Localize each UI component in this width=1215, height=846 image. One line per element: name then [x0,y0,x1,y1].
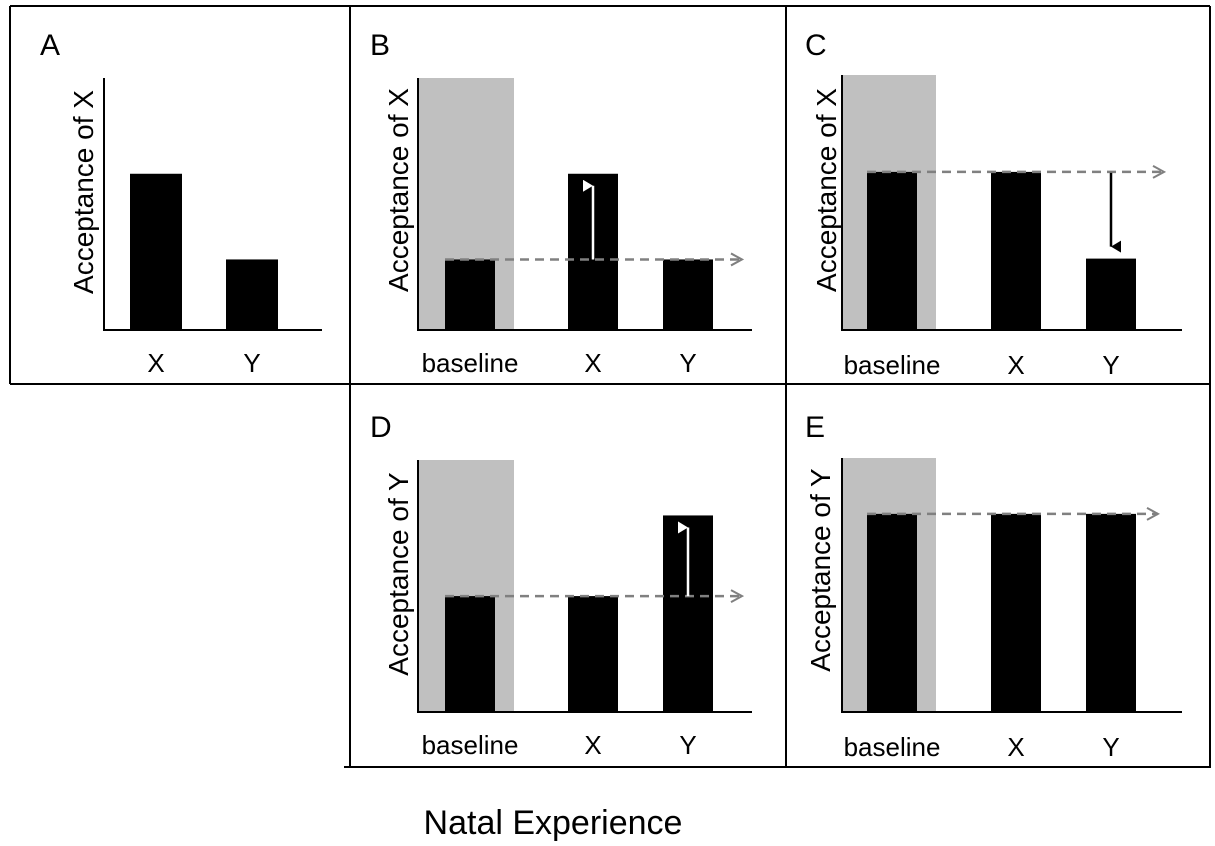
panel-d-bar-X [568,596,618,712]
panel-e: E Acceptance of Y baseline X Y [805,411,1182,762]
panel-d: D Acceptance of Y baseline X Y [370,411,752,760]
panel-e-tick-label-baseline: baseline [844,732,941,762]
panel-c-bar-baseline [867,172,917,330]
panel-c-bar-X [991,172,1041,330]
panel-b: B Acceptance of X baseline X Y [370,29,752,378]
panel-a-y-axis-label: Acceptance of X [68,90,99,294]
panel-c-bar-Y [1086,259,1136,330]
panel-c-tick-label-X: X [1007,350,1024,380]
panel-b-bar-Y [663,259,713,330]
panel-e-bar-baseline [867,514,917,712]
panel-a-bar-X [130,174,182,330]
panel-c: C Acceptance of X baseline X Y [805,29,1182,380]
panel-e-y-axis-label: Acceptance of Y [805,468,836,672]
panel-c-tick-label-baseline: baseline [844,350,941,380]
panel-d-bar-baseline [445,596,495,712]
panel-e-bar-Y [1086,514,1136,712]
panel-e-bar-X [991,514,1041,712]
panel-a: A Acceptance of X X Y [40,29,322,378]
panel-b-y-axis-label: Acceptance of X [383,88,414,292]
panel-d-tick-label-baseline: baseline [422,730,519,760]
panel-c-y-axis-label: Acceptance of X [811,88,842,292]
panel-b-tick-label-Y: Y [679,348,696,378]
panel-d-y-axis-label: Acceptance of Y [383,472,414,676]
panel-c-label: C [805,29,827,62]
panel-a-tick-label-Y: Y [243,348,260,378]
figure-title: Natal Experience [424,804,683,842]
panel-a-label: A [40,29,60,62]
panel-d-tick-label-Y: Y [679,730,696,760]
panels-group: A Acceptance of X X Y B Acceptance of X baseli… [40,29,1182,762]
panel-e-tick-label-Y: Y [1102,732,1119,762]
panel-d-tick-label-X: X [584,730,601,760]
panel-a-bar-Y [226,259,278,330]
panel-b-label: B [370,29,390,62]
panel-b-bar-baseline [445,259,495,330]
panel-e-tick-label-X: X [1007,732,1024,762]
panel-c-tick-label-Y: Y [1102,350,1119,380]
panel-a-tick-label-X: X [147,348,164,378]
panel-b-tick-label-X: X [584,348,601,378]
panel-b-tick-label-baseline: baseline [422,348,519,378]
panel-e-label: E [805,411,825,444]
panel-d-label: D [370,411,392,444]
